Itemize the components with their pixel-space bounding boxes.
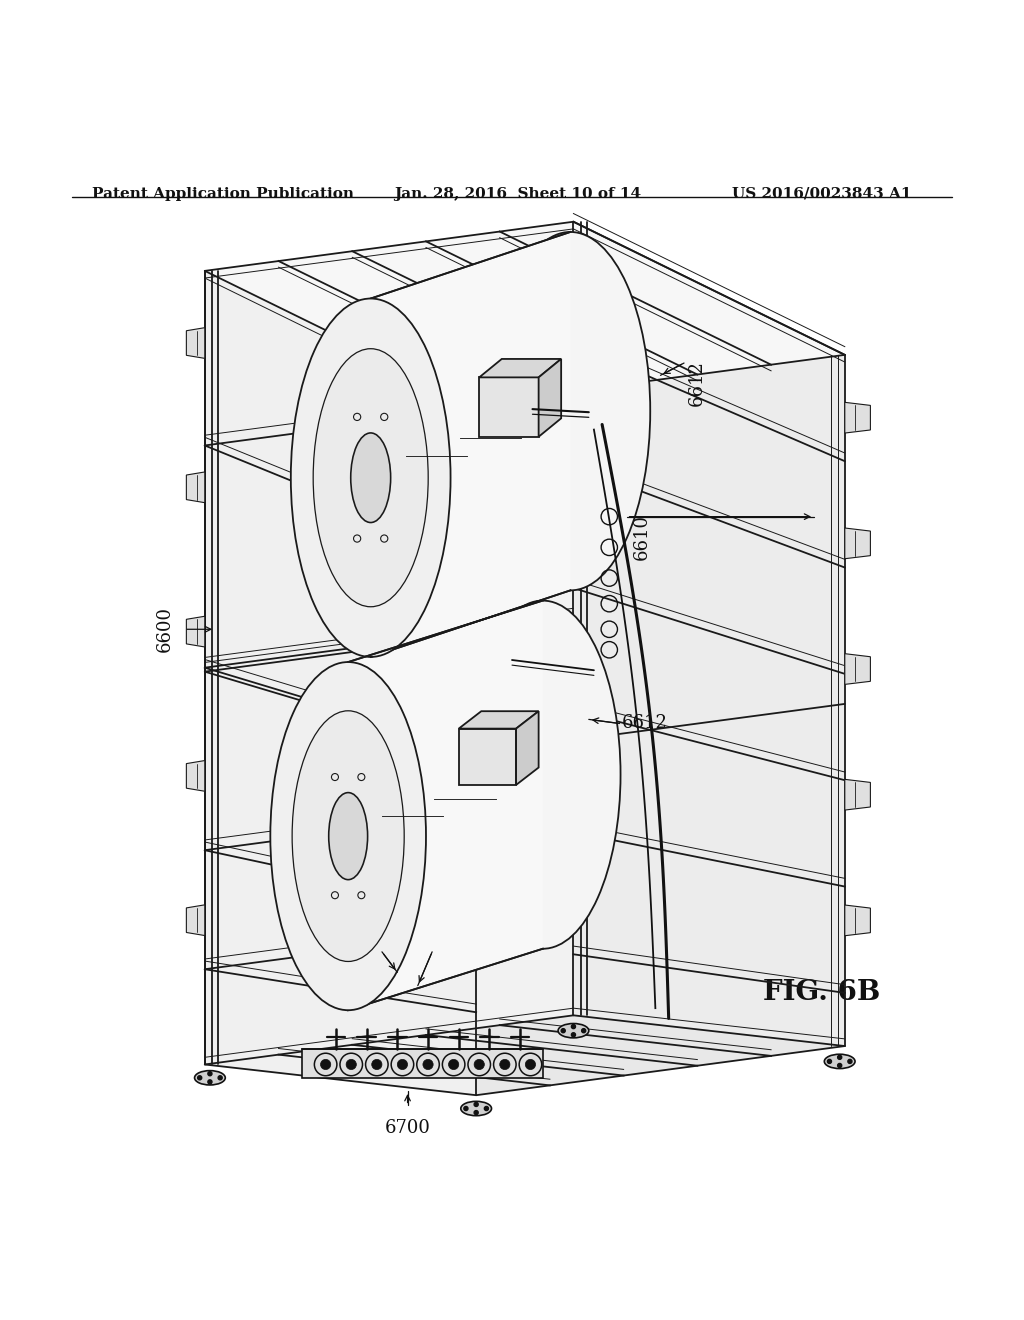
Circle shape [848, 1060, 852, 1064]
Circle shape [525, 1060, 536, 1069]
Polygon shape [348, 601, 543, 1010]
Circle shape [571, 1024, 575, 1028]
Polygon shape [186, 473, 205, 503]
Text: 6610: 6610 [633, 513, 651, 560]
Ellipse shape [465, 601, 621, 949]
Text: Jan. 28, 2016  Sheet 10 of 14: Jan. 28, 2016 Sheet 10 of 14 [394, 187, 641, 201]
Ellipse shape [350, 433, 391, 523]
Ellipse shape [824, 1055, 855, 1069]
Polygon shape [186, 616, 205, 647]
Circle shape [582, 1028, 586, 1032]
Polygon shape [186, 904, 205, 936]
Polygon shape [205, 271, 476, 1096]
Text: US 2016/0023843 A1: US 2016/0023843 A1 [732, 187, 911, 201]
Circle shape [500, 1060, 510, 1069]
Polygon shape [205, 1015, 845, 1096]
Ellipse shape [292, 710, 404, 961]
Circle shape [346, 1060, 356, 1069]
Ellipse shape [270, 663, 426, 1010]
Ellipse shape [291, 298, 451, 657]
Circle shape [838, 1055, 842, 1060]
Circle shape [449, 1060, 459, 1069]
Circle shape [218, 1076, 222, 1080]
Polygon shape [205, 222, 573, 1064]
Circle shape [827, 1060, 831, 1064]
Text: 6612: 6612 [368, 903, 386, 949]
Circle shape [198, 1076, 202, 1080]
Polygon shape [479, 378, 539, 437]
Ellipse shape [490, 232, 650, 590]
Text: Patent Application Publication: Patent Application Publication [92, 187, 354, 201]
Circle shape [321, 1060, 331, 1069]
Polygon shape [205, 222, 845, 404]
Polygon shape [845, 653, 870, 684]
Bar [302, 1049, 543, 1078]
Polygon shape [516, 711, 539, 785]
Text: 6612: 6612 [688, 360, 707, 407]
Circle shape [561, 1028, 565, 1032]
Circle shape [397, 1060, 408, 1069]
Bar [133, 219, 891, 1101]
Circle shape [372, 1060, 382, 1069]
Polygon shape [845, 906, 870, 936]
Polygon shape [845, 403, 870, 433]
Polygon shape [459, 711, 539, 729]
Circle shape [571, 1032, 575, 1036]
Polygon shape [573, 222, 845, 1045]
Polygon shape [186, 327, 205, 359]
Polygon shape [459, 729, 516, 785]
Text: FIG. 6B: FIG. 6B [763, 979, 881, 1006]
Polygon shape [845, 779, 870, 810]
Text: 6600: 6600 [156, 606, 174, 652]
Text: 6612: 6612 [622, 714, 668, 733]
Polygon shape [371, 232, 570, 657]
Ellipse shape [313, 348, 428, 607]
Text: 6614: 6614 [435, 903, 454, 949]
Polygon shape [539, 359, 561, 437]
Circle shape [838, 1064, 842, 1068]
Polygon shape [845, 528, 870, 558]
Circle shape [474, 1102, 478, 1106]
Circle shape [484, 1106, 488, 1110]
Circle shape [423, 1060, 433, 1069]
Ellipse shape [461, 1101, 492, 1115]
Polygon shape [186, 760, 205, 791]
Ellipse shape [329, 792, 368, 879]
Ellipse shape [558, 1023, 589, 1038]
Circle shape [208, 1080, 212, 1084]
Ellipse shape [195, 1071, 225, 1085]
Text: 6700: 6700 [385, 1119, 430, 1137]
Circle shape [464, 1106, 468, 1110]
Polygon shape [479, 359, 561, 378]
Circle shape [208, 1072, 212, 1076]
Circle shape [474, 1110, 478, 1114]
Circle shape [474, 1060, 484, 1069]
